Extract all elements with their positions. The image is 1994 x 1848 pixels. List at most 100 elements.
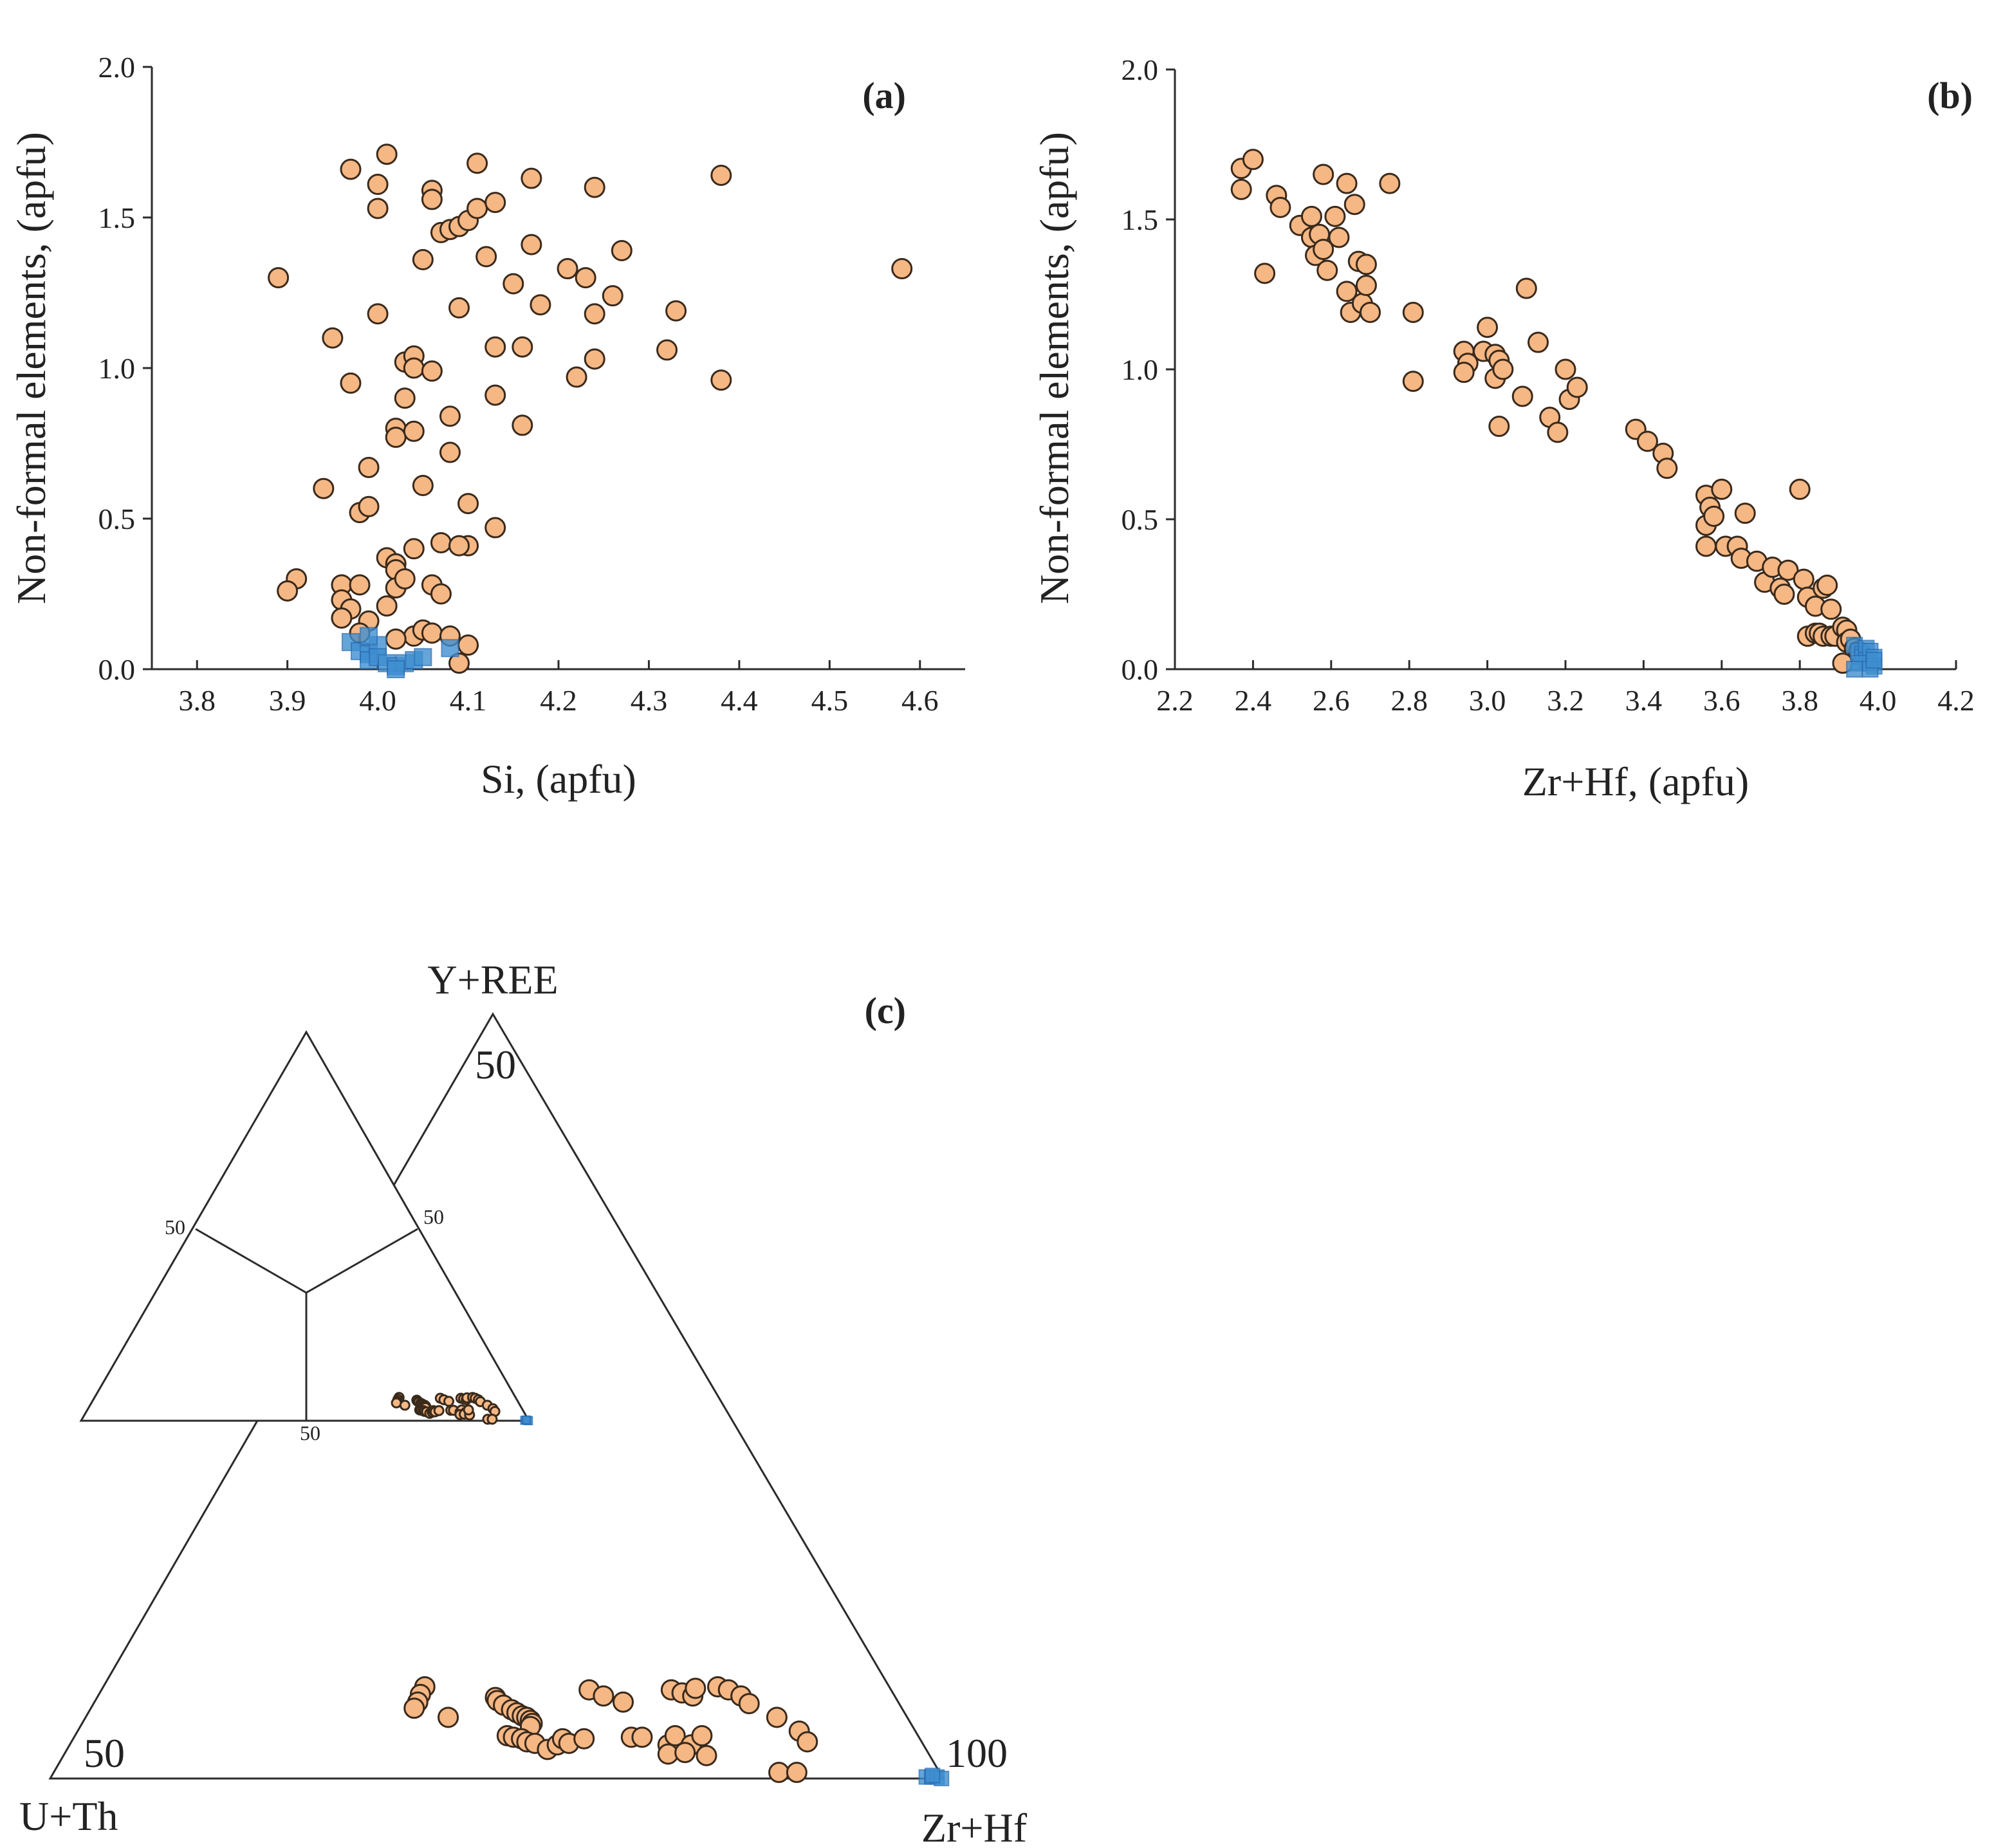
panel-a-circle-point [448, 297, 470, 319]
panel-a-y-tick-label: 1.5 [98, 201, 136, 234]
panel-b-circle-point [1566, 376, 1588, 398]
panel-b-circle-point [1547, 421, 1569, 443]
panel-a-circle-point [430, 531, 452, 553]
panel-c-main-square-point [925, 1768, 941, 1784]
panel-a-circle-point [376, 595, 398, 617]
panel-b-x-tick-label: 4.0 [1860, 684, 1897, 717]
panel-c-main-circle-point [691, 1724, 713, 1746]
panel-a-circle-point [403, 357, 425, 379]
panel-b-x-tick-label: 3.2 [1547, 684, 1584, 717]
panel-b-circle-point [1711, 478, 1733, 500]
panel-b-y-tick-label: 2.0 [1122, 53, 1159, 86]
panel-a-circle-point [421, 189, 443, 210]
ternary-main-top-corner-label: 50 [475, 1042, 516, 1087]
panel-b-y-tick-label: 0.5 [1122, 503, 1159, 536]
panel-b-circle-point [1402, 371, 1424, 393]
panel-b-circle-point [1453, 362, 1475, 383]
panel-b-circle-point [1511, 385, 1533, 407]
panel-b-x-title: Zr+Hf, (apfu) [1522, 759, 1749, 804]
panel-b-circle-point [1313, 163, 1334, 185]
panel-b-circle-point [1360, 301, 1381, 323]
panel-b-y-tick-label: 1.0 [1122, 353, 1159, 386]
panel-b-x-tick-label: 3.8 [1781, 684, 1818, 717]
ternary-vertex-left-label: U+Th [19, 1793, 118, 1839]
panel-b-square-point [1846, 661, 1863, 678]
panel-a-circle-point [457, 493, 479, 515]
panel-a-circle-point [421, 360, 443, 382]
panel-c-inset-circle-point [433, 1405, 445, 1416]
inset-tick-label-bottom: 50 [300, 1421, 320, 1445]
panel-c-inset-circle-point [463, 1404, 474, 1416]
panel-b-circle-point [1336, 281, 1358, 302]
panel-b-circle-point [1254, 263, 1276, 284]
panel-b-y-tick-label: 1.5 [1122, 203, 1159, 236]
ternary-main-left-corner-label: 50 [84, 1730, 125, 1776]
panel-a-square-point [441, 639, 459, 658]
panel-c-main-circle-point [664, 1724, 686, 1746]
panel-a-circle-point [710, 369, 732, 391]
panel-a-circle-point [485, 517, 506, 539]
panel-a-circle-point [376, 143, 398, 165]
panel-a-circle-point [313, 477, 335, 499]
panel-a-circle-point [557, 258, 578, 280]
panel-a-circle-point [430, 583, 452, 605]
panel-a-circle-point [575, 267, 596, 289]
panel-b-x-tick-label: 2.6 [1313, 684, 1350, 717]
panel-c-main-circle-point [612, 1691, 634, 1713]
panel-b-circle-point [1703, 505, 1725, 527]
panel-a-square-point [360, 627, 378, 645]
panel-c-main-circle-point [738, 1693, 760, 1715]
panel-a-circle-point [611, 239, 632, 261]
panel-b-x-tick-label: 3.4 [1625, 684, 1663, 717]
panel-a-y-tick-label: 0.5 [98, 503, 136, 535]
inset-divider-left [195, 1228, 307, 1294]
inset-tick-label-right: 50 [423, 1205, 444, 1228]
panel-b-circle-point [1316, 259, 1338, 281]
panel-b-circle-point [1734, 503, 1756, 524]
panel-b-y-tick-label: 0.0 [1122, 653, 1159, 686]
panel-a-circle-point [710, 164, 732, 186]
panel-a-circle-point [412, 249, 434, 271]
ternary-inset-triangle [79, 1030, 531, 1422]
panel-b-label: (b) [1927, 75, 1973, 116]
panel-c-main-circle-point [797, 1731, 818, 1753]
panel-a-circle-point [512, 414, 533, 436]
panel-a-circle-point [485, 192, 506, 214]
panel-a-circle-point [584, 303, 605, 325]
panel-c-main-circle-point [696, 1744, 717, 1766]
panel-b-x-tick-label: 2.4 [1235, 684, 1272, 717]
panel-b-circle-point [1555, 358, 1576, 380]
panel-b-x-tick-label: 2.8 [1390, 684, 1428, 717]
ternary-main-right-corner-label: 100 [946, 1730, 1008, 1776]
panel-a-circle-point [367, 198, 389, 219]
panel-a-x-title: Si, (apfu) [481, 756, 636, 802]
panel-b-circle-point [1324, 205, 1346, 227]
panel-b-circle-point [1789, 478, 1811, 500]
panel-a-circle-point [322, 327, 344, 349]
panel-a-circle-point [403, 538, 425, 560]
panel-a-circle-point [891, 258, 913, 280]
panel-a-circle-point [277, 580, 299, 602]
panel-a-circle-point [503, 273, 524, 295]
panel-b-circle-point [1343, 194, 1365, 216]
panel-a-x-tick-label: 3.8 [178, 684, 216, 717]
panel-c-label: (c) [865, 990, 906, 1031]
panel-a-circle-point [466, 198, 488, 219]
ternary-inset-background [81, 1032, 529, 1421]
panel-a-circle-point [331, 607, 353, 629]
panel-a-circle-point [521, 234, 542, 255]
panel-b-circle-point [1492, 358, 1514, 380]
panel-b-circle-point [1816, 575, 1838, 596]
panel-a-circle-point [394, 568, 416, 590]
panel-a-circle-point [485, 384, 506, 406]
panel-a-x-tick-label: 4.1 [450, 684, 487, 717]
panel-a-circle-point [421, 622, 443, 644]
panel-a-circle-point [412, 475, 434, 497]
panel-a-circle-point [512, 336, 533, 358]
panel-b-x-tick-label: 3.0 [1469, 684, 1506, 717]
panel-a-circle-point [358, 456, 380, 478]
panel-a-circle-point [448, 535, 470, 557]
panel-a-circle-point [367, 303, 389, 325]
panel-b-circle-point [1793, 568, 1814, 590]
